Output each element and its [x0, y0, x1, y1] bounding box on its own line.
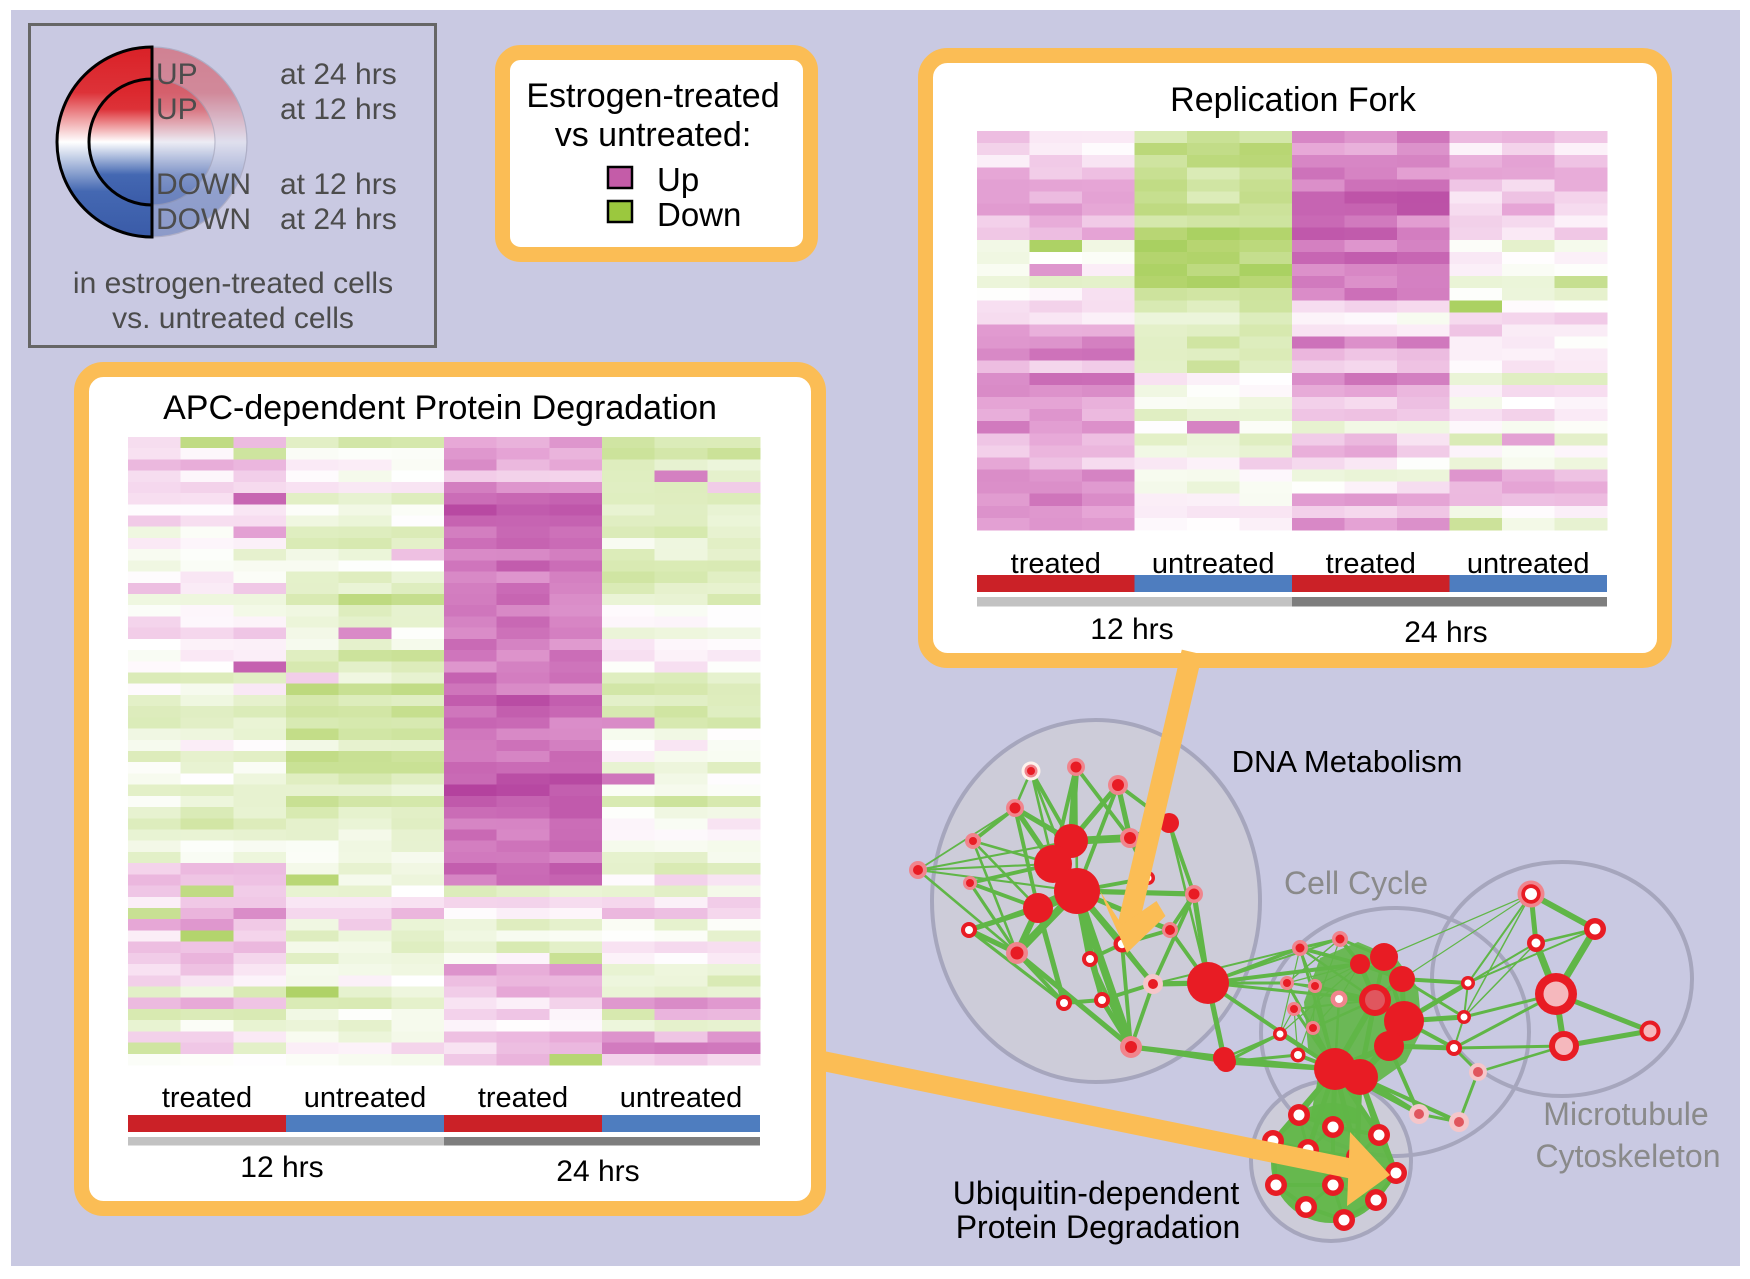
svg-text:untreated: untreated [1467, 548, 1590, 580]
svg-text:12 hrs: 12 hrs [1090, 613, 1173, 646]
svg-text:untreated: untreated [304, 1082, 427, 1114]
svg-text:Estrogen-treated: Estrogen-treated [526, 77, 779, 115]
svg-text:DNA Metabolism: DNA Metabolism [1232, 744, 1463, 779]
svg-text:at 24 hrs: at 24 hrs [280, 203, 397, 236]
svg-text:12 hrs: 12 hrs [240, 1151, 323, 1184]
svg-text:Replication Fork: Replication Fork [1170, 81, 1417, 119]
svg-text:Down: Down [657, 196, 741, 233]
svg-text:Protein Degradation: Protein Degradation [956, 1209, 1241, 1245]
svg-text:vs untreated:: vs untreated: [555, 116, 752, 154]
svg-text:treated: treated [1011, 548, 1101, 580]
svg-text:UP: UP [156, 58, 198, 91]
svg-text:DOWN: DOWN [156, 203, 251, 236]
svg-text:Microtubule: Microtubule [1543, 1096, 1708, 1132]
svg-text:at 12 hrs: at 12 hrs [280, 168, 397, 201]
svg-text:at 24 hrs: at 24 hrs [280, 58, 397, 91]
svg-text:Cell Cycle: Cell Cycle [1284, 865, 1428, 901]
svg-text:in estrogen-treated cells: in estrogen-treated cells [73, 267, 393, 300]
svg-text:vs. untreated cells: vs. untreated cells [112, 302, 354, 335]
svg-text:UP: UP [156, 93, 198, 126]
svg-text:treated: treated [162, 1082, 252, 1114]
svg-text:APC-dependent Protein Degradat: APC-dependent Protein Degradation [163, 389, 717, 427]
svg-text:DOWN: DOWN [156, 168, 251, 201]
svg-text:24 hrs: 24 hrs [556, 1155, 639, 1188]
svg-text:treated: treated [1326, 548, 1416, 580]
svg-text:Cytoskeleton: Cytoskeleton [1536, 1138, 1721, 1174]
svg-text:at 12 hrs: at 12 hrs [280, 93, 397, 126]
svg-text:treated: treated [478, 1082, 568, 1114]
svg-text:untreated: untreated [620, 1082, 743, 1114]
svg-text:Ubiquitin-dependent: Ubiquitin-dependent [953, 1175, 1240, 1211]
svg-text:untreated: untreated [1152, 548, 1275, 580]
svg-text:Up: Up [657, 161, 699, 198]
svg-text:24 hrs: 24 hrs [1404, 616, 1487, 649]
